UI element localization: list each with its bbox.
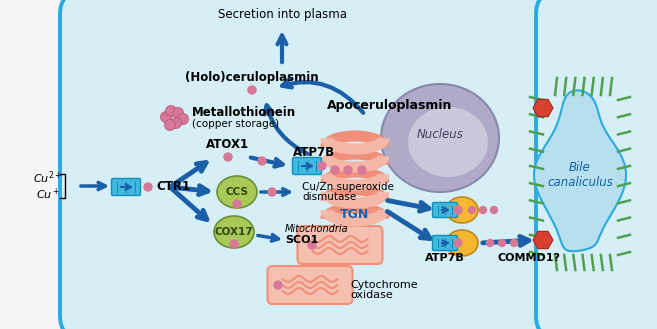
Circle shape [499, 240, 505, 246]
Circle shape [491, 207, 497, 214]
Text: TGN: TGN [340, 209, 370, 221]
Text: $Cu^{2+}$: $Cu^{2+}$ [34, 170, 62, 186]
Text: CCS: CCS [225, 187, 248, 197]
Text: oxidase: oxidase [350, 290, 393, 300]
Circle shape [224, 153, 232, 161]
Text: Apoceruloplasmin: Apoceruloplasmin [327, 98, 453, 112]
Ellipse shape [214, 216, 254, 248]
Circle shape [173, 108, 183, 118]
Text: dismutase: dismutase [302, 192, 356, 202]
Circle shape [308, 241, 316, 249]
Circle shape [171, 117, 181, 129]
Circle shape [510, 240, 518, 246]
FancyBboxPatch shape [432, 236, 457, 250]
Circle shape [318, 162, 326, 170]
Circle shape [144, 183, 152, 191]
FancyBboxPatch shape [536, 0, 657, 329]
Text: (copper storage): (copper storage) [192, 119, 279, 129]
Circle shape [248, 86, 256, 94]
Circle shape [344, 166, 352, 174]
Circle shape [274, 281, 282, 289]
Circle shape [230, 240, 238, 248]
Circle shape [160, 112, 171, 122]
Ellipse shape [446, 230, 478, 256]
Ellipse shape [408, 107, 488, 177]
Circle shape [233, 200, 241, 208]
Text: Cu/Zn superoxide: Cu/Zn superoxide [302, 182, 394, 192]
Polygon shape [534, 90, 626, 251]
FancyBboxPatch shape [60, 0, 572, 329]
Text: COX17: COX17 [215, 227, 254, 237]
Text: ATP7B: ATP7B [293, 145, 335, 159]
FancyBboxPatch shape [298, 226, 382, 264]
Circle shape [258, 157, 266, 165]
Text: Cytochrome: Cytochrome [350, 280, 418, 290]
Text: COMMD1?: COMMD1? [497, 253, 560, 263]
Circle shape [454, 239, 462, 247]
FancyBboxPatch shape [112, 179, 141, 195]
Text: Bile
canaliculus: Bile canaliculus [547, 161, 613, 189]
Text: CTR1: CTR1 [156, 181, 190, 193]
Circle shape [480, 207, 486, 214]
Circle shape [166, 106, 177, 116]
Ellipse shape [217, 176, 257, 208]
Circle shape [331, 166, 339, 174]
Text: (Holo)ceruloplasmin: (Holo)ceruloplasmin [185, 71, 319, 85]
Text: Secretion into plasma: Secretion into plasma [217, 8, 346, 21]
Text: SCO1: SCO1 [285, 235, 318, 245]
Text: Metallothionein: Metallothionein [192, 107, 296, 119]
Ellipse shape [446, 197, 478, 223]
Circle shape [177, 114, 189, 124]
Ellipse shape [381, 84, 499, 192]
Text: ATOX1: ATOX1 [206, 139, 250, 151]
Text: Nucleus: Nucleus [417, 129, 463, 141]
Text: $Cu^+$: $Cu^+$ [35, 186, 60, 202]
Circle shape [268, 188, 276, 196]
Text: ATP7B: ATP7B [425, 253, 465, 263]
FancyBboxPatch shape [432, 203, 457, 217]
FancyBboxPatch shape [292, 158, 321, 174]
Circle shape [358, 166, 366, 174]
Circle shape [468, 207, 476, 214]
Circle shape [164, 119, 175, 131]
Circle shape [486, 240, 493, 246]
Circle shape [454, 206, 462, 214]
Text: Mitochondria: Mitochondria [285, 224, 349, 234]
FancyBboxPatch shape [267, 266, 353, 304]
